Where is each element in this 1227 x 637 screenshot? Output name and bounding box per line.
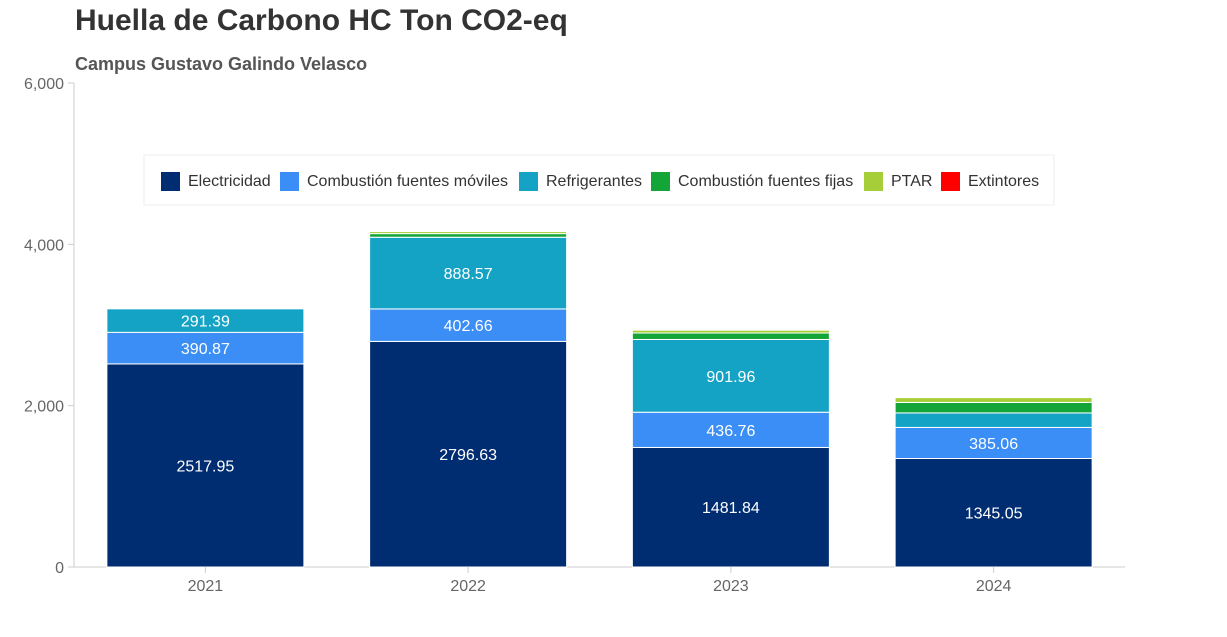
bar-segment [369,340,568,568]
bar-segment [894,397,1093,403]
y-tick-label: 2,000 [24,399,64,416]
bar-segment [106,363,305,568]
legend-label: Electricidad [188,173,271,190]
legend-label: Refrigerantes [546,173,642,190]
bar-segment [894,412,1093,428]
bar-segment [894,457,1093,568]
bar-data-label: 2796.63 [439,447,497,464]
bar-segment [369,231,568,235]
x-tick-label: 2023 [713,578,749,595]
bar-segment [369,233,568,238]
y-tick-label: 6,000 [24,76,64,93]
bar-data-label: 385.06 [969,436,1018,453]
y-tick-label: 4,000 [24,237,64,254]
bar-segment [631,338,830,413]
legend-swatch [161,172,180,191]
legend-swatch [864,172,883,191]
bar-segment [631,411,830,448]
legend-label: PTAR [891,173,932,190]
bar-data-label: 291.39 [181,314,230,331]
bar-segment [106,308,305,333]
bar-data-label: 402.66 [444,318,493,335]
bar-segment [106,331,305,365]
x-tick-label: 2021 [188,578,224,595]
chart-subtitle: Campus Gustavo Galindo Velasco [75,54,368,74]
bar-data-label: 1345.05 [965,506,1023,523]
bar-data-label: 390.87 [181,341,230,358]
legend-label: Combustión fuentes móviles [307,173,508,190]
bar-data-label: 2517.95 [176,458,234,475]
bar-segment [631,329,830,334]
bar-segment [631,332,830,340]
bar-data-label: 888.57 [444,266,493,283]
bar-data-label: 901.96 [706,369,755,386]
bar-segment [894,401,1093,414]
legend-swatch [941,172,960,191]
legend-swatch [280,172,299,191]
legend-swatch [651,172,670,191]
legend-label: Extintores [968,173,1039,190]
y-tick-label: 0 [55,560,64,577]
chart-title: Huella de Carbono HC Ton CO2-eq [75,4,568,37]
bar-segment [894,426,1093,459]
bar-data-label: 1481.84 [702,500,760,517]
x-tick-label: 2022 [450,578,486,595]
bar-segment [631,446,830,568]
bar-segment [369,236,568,310]
x-tick-label: 2024 [976,578,1012,595]
legend-swatch [519,172,538,191]
bar-segment [369,308,568,342]
bar-data-label: 436.76 [706,423,755,440]
legend-label: Combustión fuentes fijas [678,173,853,190]
